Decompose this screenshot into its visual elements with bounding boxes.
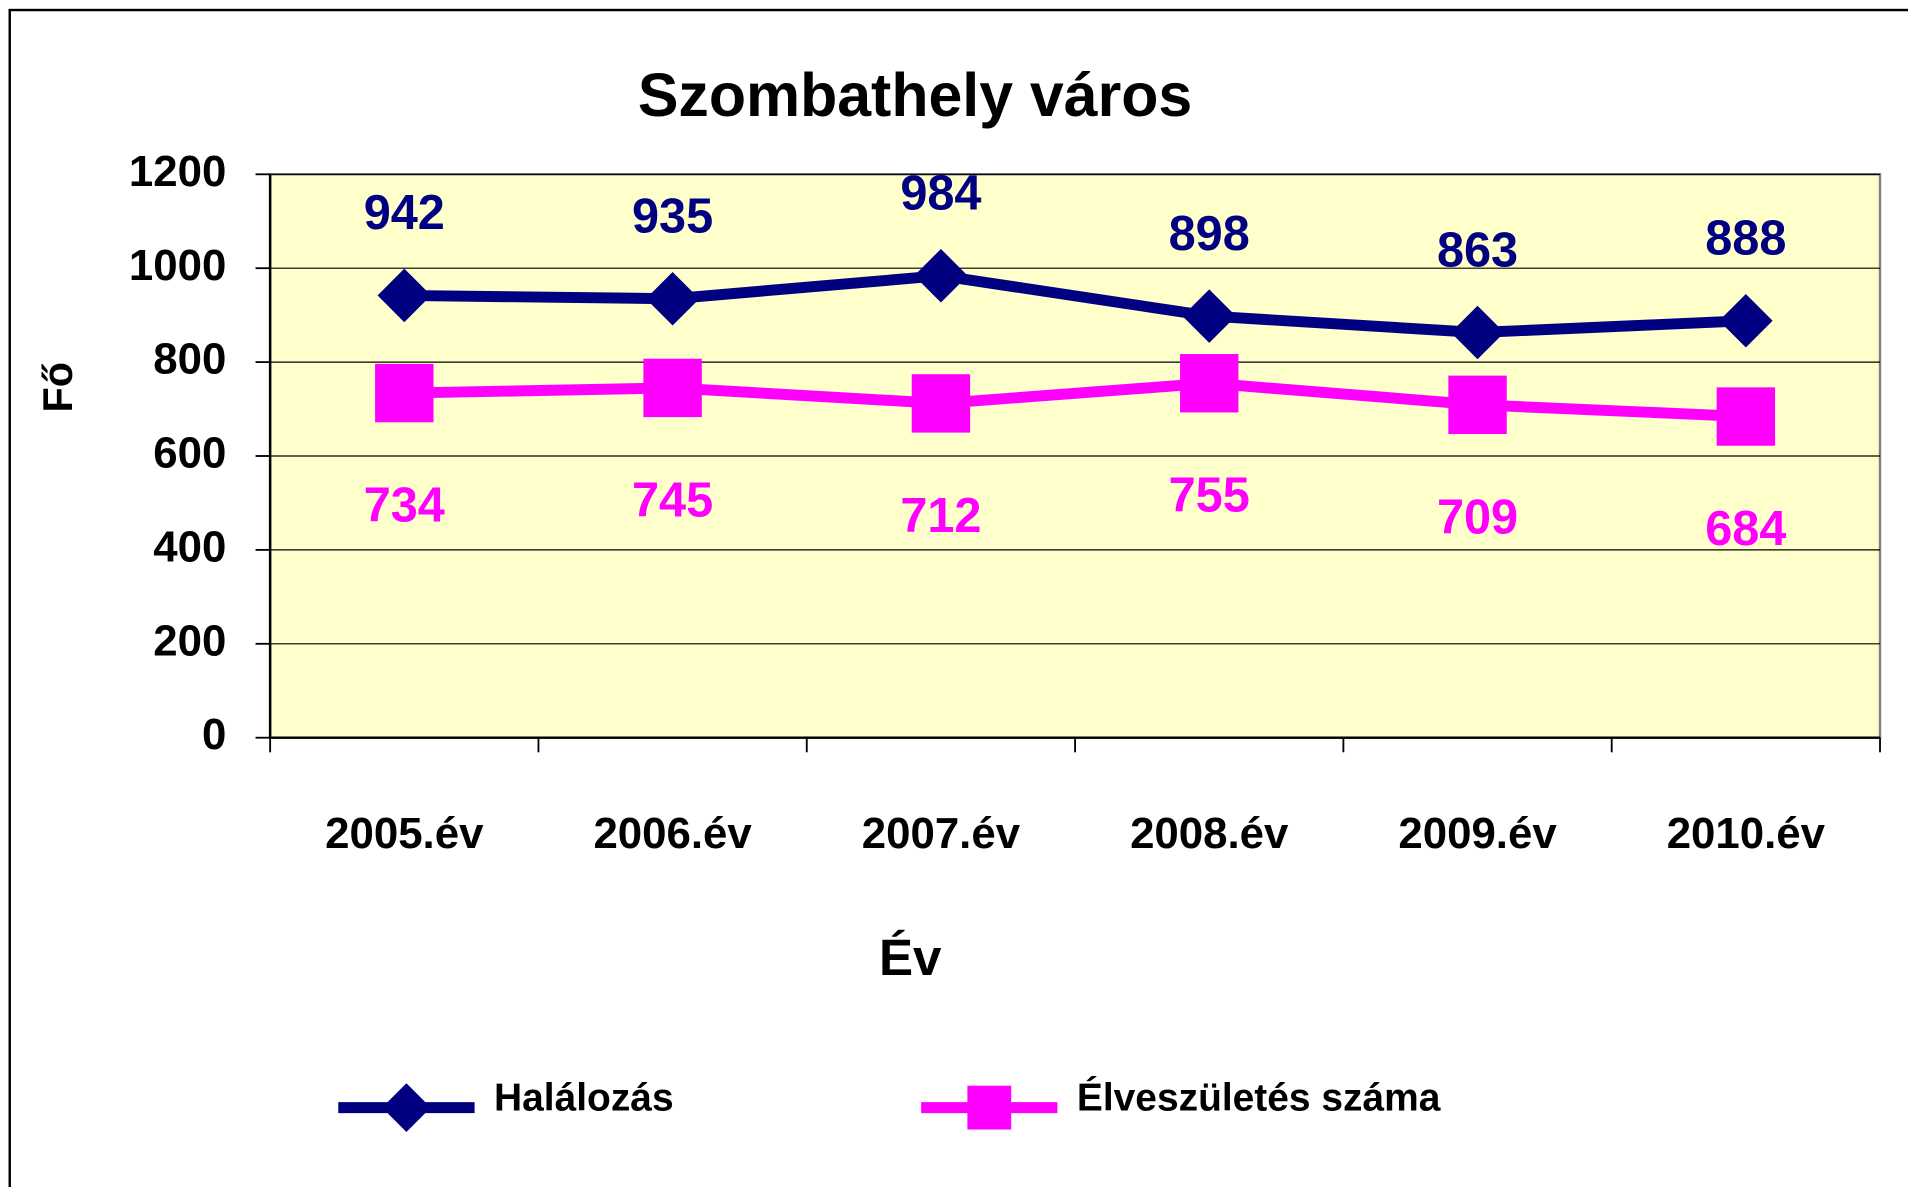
x-tick-label: 2010.év: [1667, 809, 1826, 858]
chart-title: Szombathely város: [638, 61, 1192, 129]
x-axis-title: Év: [879, 929, 942, 986]
data-label: 863: [1437, 223, 1518, 277]
x-tick-label: 2008.év: [1130, 809, 1289, 858]
x-tick-label: 2006.év: [593, 809, 752, 858]
x-tick-label: 2009.év: [1398, 809, 1557, 858]
y-tick-label: 800: [153, 335, 226, 384]
data-label: 684: [1705, 502, 1786, 556]
data-point: [1180, 354, 1239, 413]
y-tick-label: 600: [153, 429, 226, 478]
data-label: 888: [1705, 212, 1786, 266]
legend-label: Élveszületés száma: [1077, 1076, 1441, 1120]
data-point: [1716, 387, 1776, 446]
legend-marker: [967, 1085, 1012, 1130]
data-point: [643, 358, 702, 418]
data-label: 898: [1169, 207, 1250, 261]
y-tick-label: 200: [153, 616, 226, 665]
data-label: 709: [1437, 490, 1518, 544]
data-label: 712: [900, 489, 981, 543]
y-axis-title: Fő: [35, 362, 81, 413]
x-tick-label: 2007.év: [862, 809, 1021, 858]
data-label: 745: [632, 473, 713, 527]
y-tick-label: 400: [153, 522, 226, 571]
data-point: [1448, 375, 1507, 435]
data-point: [377, 268, 432, 323]
y-tick-label: 0: [202, 710, 226, 759]
data-point: [375, 363, 434, 423]
x-tick-label: 2005.év: [325, 809, 484, 858]
data-label: 935: [632, 189, 713, 243]
data-point: [1182, 289, 1237, 343]
legend-marker: [382, 1083, 431, 1132]
series-line: [404, 270, 1747, 339]
data-point: [1450, 305, 1505, 360]
data-point: [911, 374, 971, 433]
data-label: 942: [364, 186, 445, 240]
legend-label: Halálozás: [494, 1077, 674, 1120]
y-tick-label: 1000: [129, 241, 226, 290]
data-label: 984: [900, 166, 981, 220]
data-label: 734: [364, 479, 445, 533]
y-tick-label: 1200: [129, 147, 226, 196]
series-line: [404, 377, 1747, 423]
data-label: 755: [1169, 469, 1250, 523]
